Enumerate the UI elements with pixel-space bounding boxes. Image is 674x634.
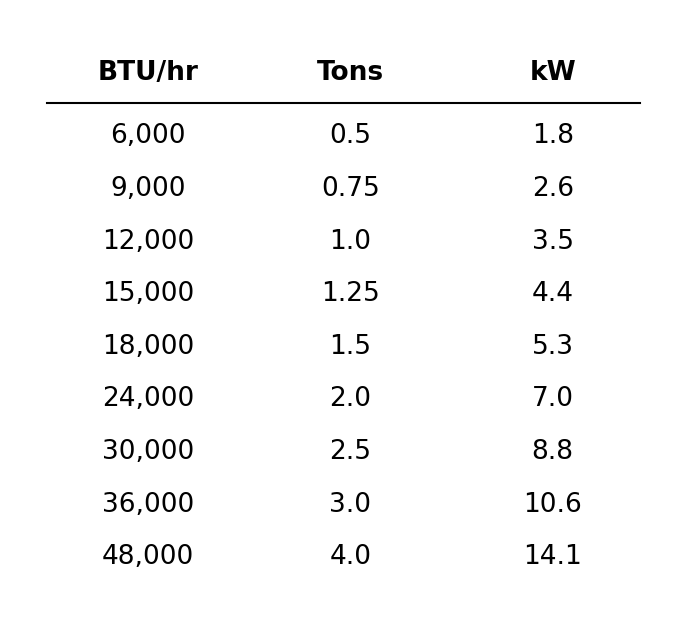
Text: 3.0: 3.0: [330, 491, 371, 518]
Text: 12,000: 12,000: [102, 228, 194, 255]
Text: 0.5: 0.5: [330, 123, 371, 150]
Text: 3.5: 3.5: [532, 228, 574, 255]
Text: 18,000: 18,000: [102, 333, 194, 360]
Text: BTU/hr: BTU/hr: [98, 60, 199, 86]
Text: 5.3: 5.3: [532, 333, 574, 360]
Text: kW: kW: [529, 60, 576, 86]
Text: 1.8: 1.8: [532, 123, 574, 150]
Text: 0.75: 0.75: [321, 176, 380, 202]
Text: 14.1: 14.1: [523, 544, 582, 571]
Text: 2.6: 2.6: [532, 176, 574, 202]
Text: 10.6: 10.6: [523, 491, 582, 518]
Text: 4.4: 4.4: [532, 281, 574, 307]
Text: 6,000: 6,000: [111, 123, 186, 150]
Text: 15,000: 15,000: [102, 281, 194, 307]
Text: 1.5: 1.5: [330, 333, 371, 360]
Text: 1.0: 1.0: [330, 228, 371, 255]
Text: 30,000: 30,000: [102, 439, 194, 465]
Text: Tons: Tons: [317, 60, 384, 86]
Text: 24,000: 24,000: [102, 386, 194, 413]
Text: 2.0: 2.0: [330, 386, 371, 413]
Text: 9,000: 9,000: [111, 176, 186, 202]
Text: 7.0: 7.0: [532, 386, 574, 413]
Text: 1.25: 1.25: [321, 281, 380, 307]
Text: 36,000: 36,000: [102, 491, 194, 518]
Text: 2.5: 2.5: [330, 439, 371, 465]
Text: 8.8: 8.8: [532, 439, 574, 465]
Text: 4.0: 4.0: [330, 544, 371, 571]
Text: 48,000: 48,000: [102, 544, 194, 571]
